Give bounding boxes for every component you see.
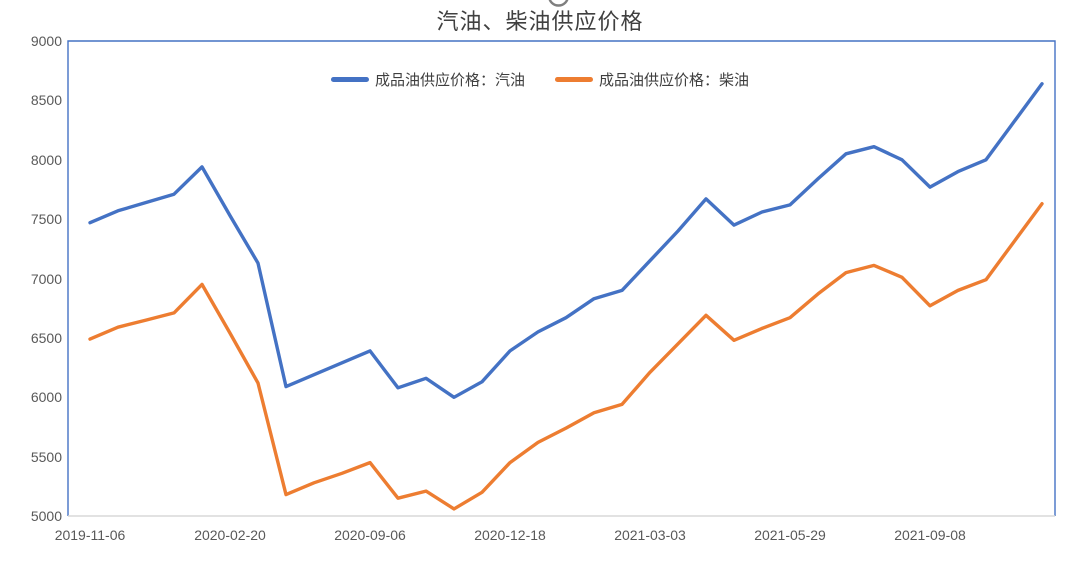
diesel-price-line: [88, 201, 1044, 511]
chart-title: 汽油、柴油供应价格: [436, 9, 644, 34]
gasoline-price-line: [88, 82, 1044, 399]
x-tick-label: 2021-05-29: [754, 527, 826, 543]
y-tick-label: 8500: [30, 92, 62, 109]
x-tick-label: 2021-03-03: [614, 527, 686, 543]
plot-border: [67, 40, 1056, 516]
diesel-line-swatch-icon: [555, 77, 593, 82]
x-tick-label: 2019-11-06: [54, 527, 126, 543]
legend-item-diesel: 成品油供应价格：柴油: [555, 69, 749, 90]
plot-frame: [67, 40, 1056, 517]
y-tick-label: 5000: [30, 508, 62, 524]
plot-lines: [88, 82, 1044, 511]
legend-item-gasoline: 成品油供应价格：汽油: [330, 69, 525, 90]
x-tick-label: 2021-09-08: [894, 527, 966, 543]
y-tick-label: 7500: [30, 211, 62, 228]
y-tick-label: 6000: [30, 389, 62, 406]
x-tick-label: 2020-02-20: [194, 527, 266, 543]
gasoline-line-swatch-icon: [330, 77, 369, 82]
y-tick-label: 7000: [30, 270, 62, 287]
y-tick-label: 5500: [30, 448, 62, 465]
legend: 成品油供应价格：汽油 成品油供应价格：柴油: [330, 69, 749, 90]
y-tick-label: 8000: [30, 151, 62, 168]
x-tick-label: 2020-12-18: [474, 527, 546, 543]
legend-label-gasoline: 成品油供应价格：汽油: [374, 72, 525, 89]
y-tick-label: 6500: [30, 329, 62, 346]
cropped-glyph-fragment: [548, 0, 569, 7]
y-tick-label: 9000: [30, 33, 62, 49]
x-tick-label: 2020-09-06: [334, 527, 406, 543]
legend-label-diesel: 成品油供应价格：柴油: [599, 72, 750, 89]
